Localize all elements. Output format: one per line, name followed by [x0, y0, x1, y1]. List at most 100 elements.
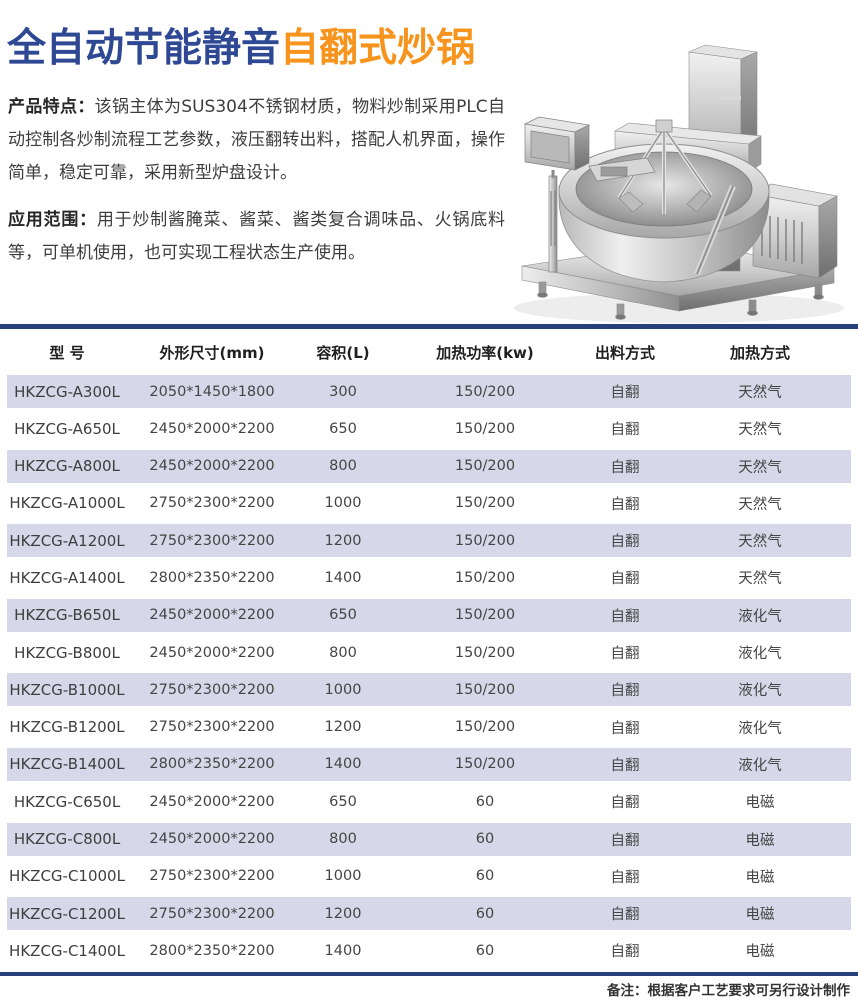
table-row: HKZCG-C650L 2450*2000*2200 650 60 自翻 电磁 — [0, 785, 858, 822]
cell-model: HKZCG-A1400L — [9, 568, 125, 587]
cell-dims: 2450*2000*2200 — [149, 420, 275, 437]
cell-dims: 2800*2350*2200 — [149, 569, 275, 586]
cell-volume: 1200 — [324, 905, 362, 922]
table-row: HKZCG-B1200L 2750*2300*2200 1200 150/200 自翻 液… — [0, 711, 858, 748]
cell-heating: 液化气 — [738, 608, 782, 625]
cell-discharge: 自翻 — [610, 720, 640, 737]
footnote: 备注：根据客户工艺要求可另行设计制作 — [607, 983, 850, 999]
cell-dims: 2750*2300*2200 — [149, 681, 275, 698]
cell-power: 60 — [475, 868, 495, 885]
cell-dims: 2450*2000*2200 — [149, 458, 275, 475]
table-row-band: HKZCG-C1200L 2750*2300*2200 1200 60 自翻 电磁 — [7, 897, 851, 931]
cell-discharge: 自翻 — [610, 869, 640, 886]
cell-dims: 2750*2300*2200 — [149, 719, 275, 736]
cell-model: HKZCG-C650L — [13, 792, 121, 811]
cell-model: HKZCG-C800L — [13, 830, 121, 849]
cell-power: 150/200 — [454, 495, 516, 512]
table-row: HKZCG-A800L 2450*2000*2200 800 150/200 自翻 天然气 — [0, 449, 858, 487]
cell-discharge: 自翻 — [610, 496, 640, 513]
page-title-orange: 自翻式炒锅 — [280, 26, 476, 72]
cell-power: 60 — [475, 942, 495, 959]
cell-heating: 电磁 — [745, 795, 775, 812]
table-row-band: HKZCG-A1000L 2750*2300*2200 1000 150/200 自翻 天… — [7, 487, 851, 520]
cell-discharge: 自翻 — [610, 944, 640, 961]
cell-discharge: 自翻 — [610, 795, 640, 812]
table-row: HKZCG-B1000L 2750*2300*2200 1000 150/200 自翻 液… — [0, 673, 858, 710]
cell-model: HKZCG-B1200L — [9, 718, 125, 737]
cell-volume: 1400 — [324, 569, 362, 586]
column-header-model: 型 号 — [49, 343, 85, 362]
cell-heating: 液化气 — [738, 757, 782, 774]
cell-model: HKZCG-B1000L — [9, 680, 125, 699]
cell-dims: 2450*2000*2200 — [149, 644, 275, 661]
cell-power: 60 — [475, 905, 495, 922]
page-title-blue: 全自动节能静音 — [7, 26, 281, 72]
cell-discharge: 自翻 — [610, 646, 640, 663]
bowl-bracket — [588, 157, 656, 182]
table-row-band: HKZCG-C650L 2450*2000*2200 650 60 自翻 电磁 — [7, 785, 851, 818]
table-row: HKZCG-C1200L 2750*2300*2200 1200 60 自翻 电磁 — [0, 897, 858, 934]
table-row-band: HKZCG-B1200L 2750*2300*2200 1200 150/200 自翻 液… — [7, 711, 851, 744]
table-row: HKZCG-C1000L 2750*2300*2200 1000 60 自翻 电磁 — [0, 860, 858, 897]
cell-heating: 液化气 — [738, 646, 782, 663]
cell-heating: 天然气 — [738, 422, 782, 439]
product-features-text: 该锅主体为SUS304不锈钢材质，物料炒制采用PLC自动控制各炒制流程工艺参数，… — [8, 97, 505, 183]
column-header-dims: 外形尺寸(mm) — [159, 343, 265, 362]
application-scope-label: 应用范围： — [8, 210, 97, 230]
cell-volume: 1200 — [324, 532, 362, 549]
cell-volume: 800 — [329, 458, 357, 475]
table-row: HKZCG-B800L 2450*2000*2200 800 150/200 自翻 液化气 — [0, 636, 858, 673]
cell-heating: 天然气 — [738, 534, 782, 551]
table-row: HKZCG-A650L 2450*2000*2200 650 150/200 自翻 天然气 — [0, 412, 858, 449]
table-row: HKZCG-C1400L 2800*2350*2200 1400 60 自翻 电磁 — [0, 934, 858, 971]
cell-volume: 800 — [329, 644, 357, 661]
cell-heating: 天然气 — [738, 459, 782, 476]
cell-power: 150/200 — [454, 607, 516, 624]
cell-model: HKZCG-B800L — [14, 643, 120, 662]
cell-power: 150/200 — [454, 569, 516, 586]
cell-volume: 1000 — [324, 681, 362, 698]
product-features-label: 产品特点： — [8, 97, 95, 117]
cell-dims: 2450*2000*2200 — [149, 607, 275, 624]
cell-dims: 2800*2350*2200 — [149, 942, 275, 959]
cell-volume: 650 — [329, 793, 357, 810]
table-row-band: HKZCG-A1200L 2750*2300*2200 1200 150/200 自翻 天… — [7, 524, 851, 558]
cell-dims: 2750*2300*2200 — [149, 532, 275, 549]
cell-volume: 1400 — [324, 942, 362, 959]
cell-model: HKZCG-C1400L — [9, 941, 125, 960]
cell-heating: 天然气 — [738, 385, 782, 401]
table-row: HKZCG-A1400L 2800*2350*2200 1400 150/200 自翻 天… — [0, 561, 858, 598]
table-row: HKZCG-C800L 2450*2000*2200 800 60 自翻 电磁 — [0, 822, 858, 860]
cell-discharge: 自翻 — [610, 422, 640, 439]
table-row: HKZCG-B650L 2450*2000*2200 650 150/200 自翻 液化气 — [0, 598, 858, 636]
cell-discharge: 自翻 — [610, 571, 640, 588]
cell-model: HKZCG-A1200L — [9, 531, 125, 550]
cell-model: HKZCG-A650L — [14, 419, 120, 438]
cell-power: 150/200 — [454, 644, 516, 661]
cell-power: 150/200 — [454, 383, 516, 400]
table-row-band: HKZCG-A1400L 2800*2350*2200 1400 150/200 自翻 天… — [7, 561, 851, 594]
cell-volume: 650 — [329, 607, 357, 624]
table-row-band: HKZCG-A800L 2450*2000*2200 800 150/200 自翻 天然气 — [7, 449, 851, 483]
column-header-volume: 容积(L) — [316, 343, 370, 362]
cell-heating: 液化气 — [738, 683, 782, 700]
control-panel — [523, 116, 591, 273]
cell-power: 150/200 — [454, 681, 516, 698]
cell-discharge: 自翻 — [610, 608, 640, 625]
cell-dims: 2750*2300*2200 — [149, 868, 275, 885]
cell-volume: 1000 — [324, 868, 362, 885]
table-row-band: HKZCG-A300L 2050*1450*1800 300 150/200 自翻 天然气 — [7, 375, 851, 408]
cell-heating: 电磁 — [745, 869, 775, 886]
cell-heating: 天然气 — [738, 571, 782, 588]
table-row: HKZCG-A1000L 2750*2300*2200 1000 150/200 自翻 天… — [0, 487, 858, 524]
cell-heating: 电磁 — [745, 832, 775, 849]
cell-model: HKZCG-C1200L — [9, 904, 125, 923]
cell-volume: 800 — [329, 831, 357, 848]
table-row: HKZCG-A300L 2050*1450*1800 300 150/200 自翻 天然气 — [0, 375, 858, 412]
cell-discharge: 自翻 — [610, 683, 640, 700]
cell-model: HKZCG-C1000L — [9, 867, 125, 886]
application-scope-paragraph: 应用范围：用于炒制酱腌菜、酱菜、酱类复合调味品、火锅底料等，可单机使用，也可实现… — [8, 204, 505, 270]
cell-discharge: 自翻 — [610, 534, 640, 551]
cell-power: 150/200 — [454, 532, 516, 549]
cell-heating: 电磁 — [745, 907, 775, 924]
